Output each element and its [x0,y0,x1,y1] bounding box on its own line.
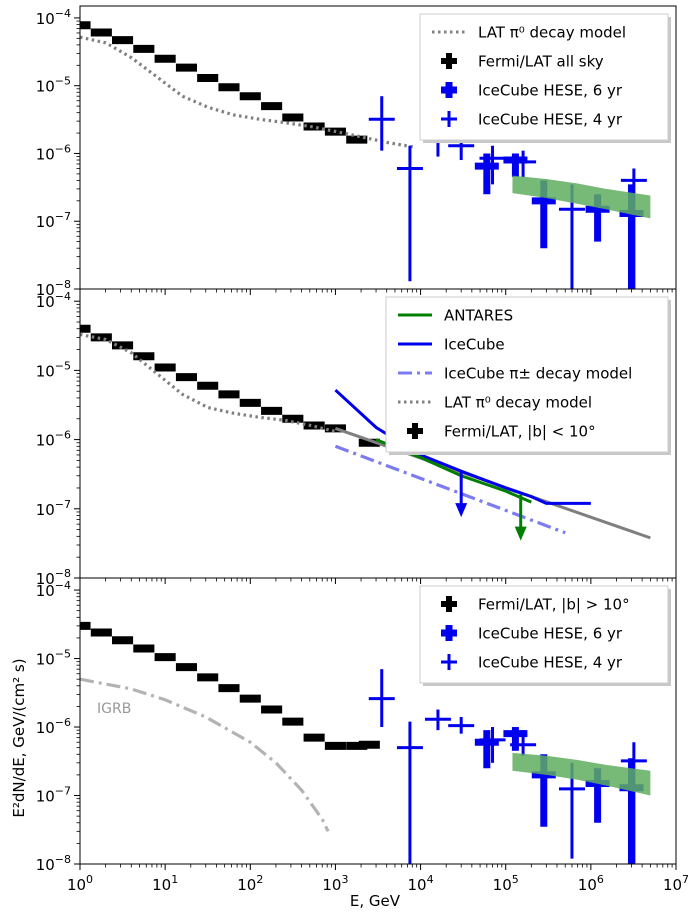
y-tick-label: 10−4 [36,579,71,600]
x-tick-label: 101 [152,873,178,894]
legend-label: Fermi/LAT all sky [478,53,604,71]
series-icecube [334,388,591,505]
legend-entry: IceCube HESE, 6 yr [441,82,623,100]
upper-limit-head [514,526,527,541]
series-icecube-hese-4-yr [368,669,647,864]
y-tick-label: 10−8 [36,853,71,874]
axes-frame [79,577,677,865]
legend-label: LAT π⁰ decay model [444,394,592,412]
series-antares-upper-limit [514,494,527,541]
series-line [80,677,330,833]
y-tick-label: 10−4 [36,7,71,28]
series-fermi-lat-all-sky [80,21,368,144]
legend-label: Fermi/LAT, |b| > 10° [478,596,630,614]
y-tick-label: 10−7 [36,498,71,519]
legend: ANTARES IceCube IceCube π± decay model LAT … [385,296,671,455]
legend-label: IceCube HESE, 4 yr [478,111,623,129]
x-tick-label: 104 [408,873,434,894]
legend-label: LAT π⁰ decay model [478,24,626,42]
legend-entry: Fermi/LAT all sky [441,53,604,71]
legend-entry: IceCube [398,336,505,354]
legend-entry: IceCube π± decay model [398,365,632,383]
plot-area [80,21,651,289]
panel-3: 10−8 10−7 10−6 10−5 10−4 100 101 102 103 104 105 10… [36,577,688,894]
x-tick-label: 100 [67,873,93,894]
annotation-igrb: IGRB [97,701,131,717]
series-band [512,752,651,796]
legend-box [419,585,669,684]
y-tick-label: 10−5 [36,648,71,669]
y-tick-label: 10−7 [36,785,71,806]
y-tick-label: 10−4 [36,290,71,311]
series-lat-decay-model [80,35,414,149]
legend: Fermi/LAT, |b| > 10° IceCube HESE, 6 yr Ic… [419,585,671,686]
legend-box [419,13,669,141]
legend-entry: LAT π⁰ decay model [432,24,626,42]
legend-label: IceCube [444,336,505,354]
legend-entry: Fermi/LAT, |b| > 10° [441,596,630,614]
series-line [334,444,566,535]
legend-entry: IceCube HESE, 4 yr [441,111,623,129]
series-line [80,35,414,149]
series-band [512,175,651,219]
y-tick-label: 10−6 [36,429,71,450]
x-tick-label: 102 [237,873,263,894]
legend-label: ANTARES [444,307,513,325]
series-line [334,388,591,505]
series-icecube-upper-limit [455,471,468,518]
series-igrb [80,677,330,833]
legend-entry: IceCube HESE, 6 yr [441,625,623,643]
upper-limit-head [455,503,468,518]
legend: LAT π⁰ decay model Fermi/LAT all sky IceCu… [419,13,671,143]
band-area [512,752,651,796]
panel-2: 10−810−710−610−510−4ANTARESIceCubeIceCub… [36,288,677,588]
series-icecube-hese-4-yr [368,96,647,289]
legend-label: IceCube HESE, 6 yr [478,625,623,643]
legend-label: IceCube HESE, 6 yr [478,82,623,100]
plot-area [80,621,651,864]
legend-entry: LAT π⁰ decay model [398,394,592,412]
x-axis-label: E, GeV [350,892,401,910]
legend-entry: IceCube HESE, 4 yr [441,654,623,672]
series-icecube-hese-6-yr [474,727,644,864]
legend-entry: ANTARES [398,307,513,325]
x-tick-label: 107 [663,873,688,894]
y-tick-label: 10−6 [36,142,71,163]
legend-label: IceCube π± decay model [444,365,632,383]
y-tick-label: 10−5 [36,359,71,380]
legend-label: Fermi/LAT, |b| < 10° [444,423,596,441]
y-tick-label: 10−6 [36,716,71,737]
x-tick-label: 103 [322,873,348,894]
series-icecube-hese-6-yr [474,153,644,289]
x-tick-label: 106 [578,873,604,894]
y-tick-label: 10−5 [36,75,71,96]
legend-box [385,296,669,453]
series-icecube-decay-model [334,444,566,535]
series-fermi-lat-b-10- [80,621,380,750]
x-tick-label: 105 [493,873,519,894]
y-tick-label: 10−7 [36,210,71,231]
legend-entry: Fermi/LAT, |b| < 10° [407,423,596,441]
y-axis-label: E²dN/dE, GeV/(cm² s) [10,658,28,817]
band-area [512,175,651,219]
legend-label: IceCube HESE, 4 yr [478,654,623,672]
